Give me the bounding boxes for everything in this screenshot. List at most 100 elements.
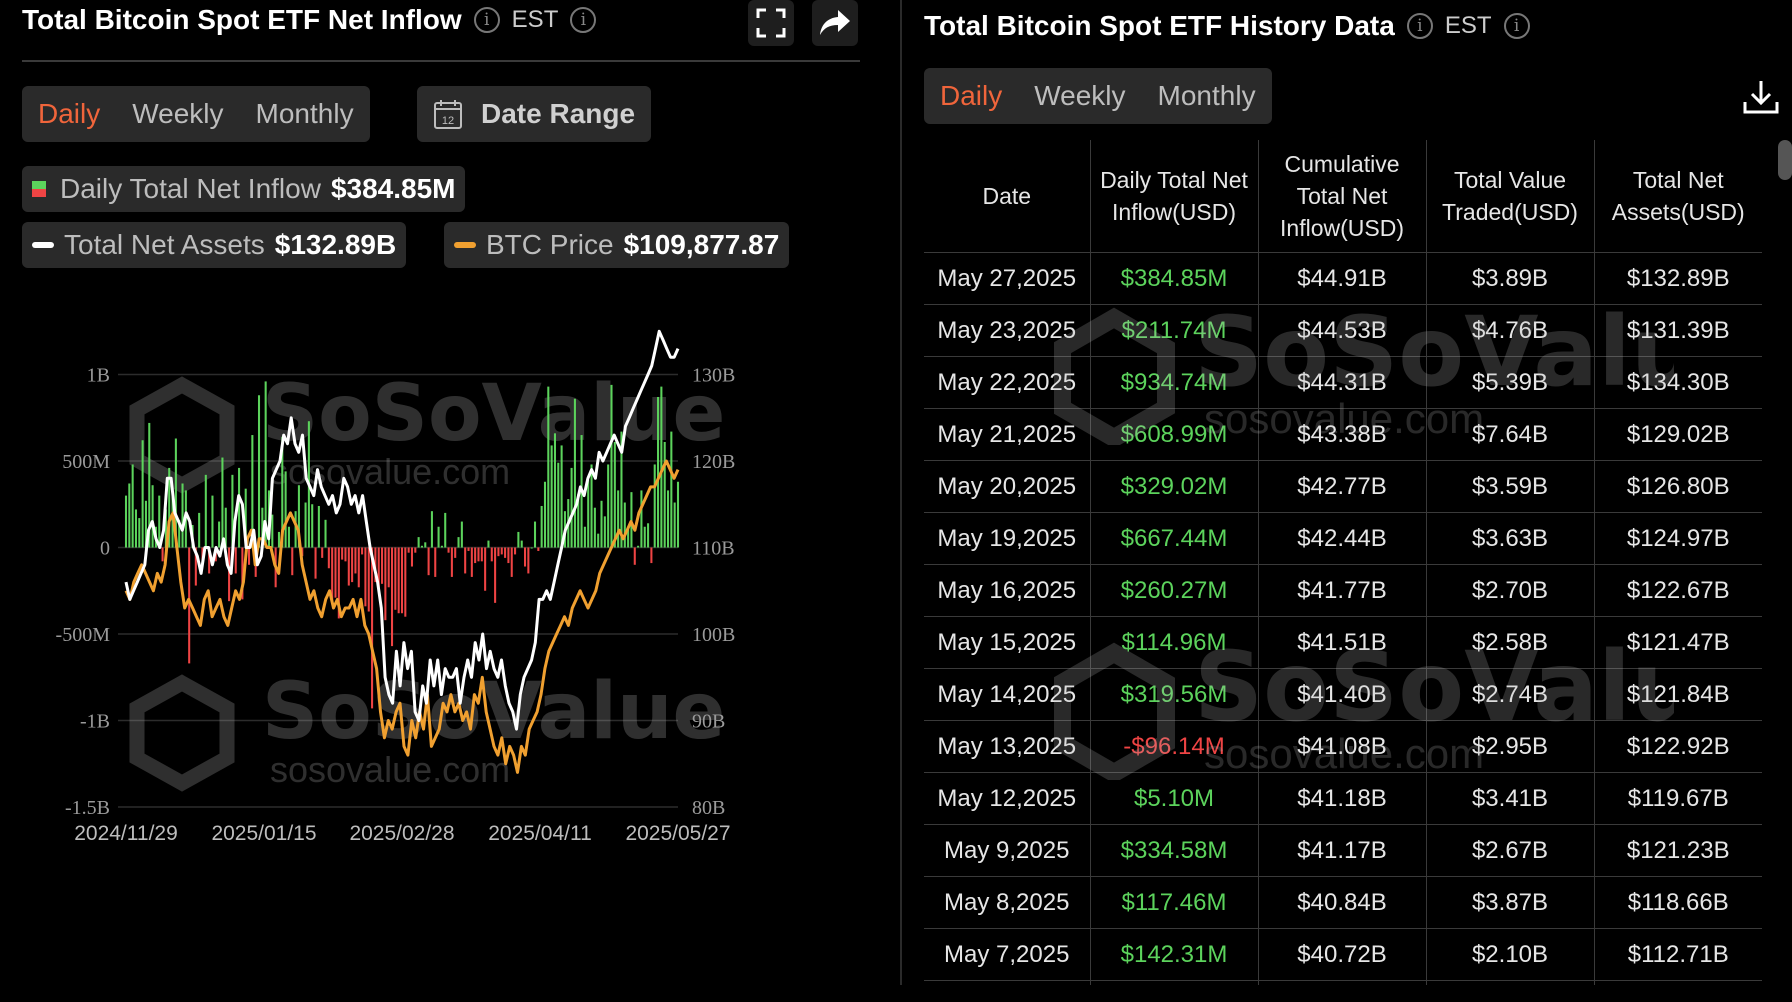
inflow-bar (447, 547, 450, 553)
net-assets-legend[interactable]: Total Net Assets $132.89B (22, 222, 407, 268)
info-icon[interactable]: i (570, 7, 597, 33)
cumulative-inflow-cell: $41.08B (1258, 720, 1427, 773)
panel-title: Total Bitcoin Spot ETF Net Inflow (22, 4, 462, 35)
watermark-brand: SoSoValue (262, 369, 725, 459)
date-cell: May 20,2025 (924, 460, 1091, 513)
info-icon[interactable]: i (1406, 13, 1433, 39)
date-range-button[interactable]: 12 Date Range (417, 86, 652, 142)
cumulative-inflow-cell: $41.51B (1258, 616, 1427, 669)
inflow-bar (397, 547, 400, 614)
inflow-bar (224, 507, 227, 548)
inflow-bar (524, 547, 527, 567)
daily-inflow-legend: Daily Total Net Inflow $384.85M (22, 166, 466, 212)
inflow-bar (158, 495, 161, 548)
inflow-bar (161, 547, 164, 562)
download-button[interactable] (1742, 78, 1780, 121)
daily-inflow-cell: $934.74M (1090, 356, 1259, 409)
inflow-bar (194, 547, 197, 586)
table-row[interactable]: May 27,2025 $384.85M $44.91B $3.89B $132.89B (924, 252, 1762, 305)
inflow-bar (141, 440, 144, 548)
cumulative-inflow-cell: $40.72B (1258, 928, 1427, 981)
btc-legend-swatch (454, 242, 476, 248)
table-row[interactable]: May 8,2025 $117.46M $40.84B $3.87B $118.66B (924, 876, 1762, 929)
y-right-tick-label: 110B (692, 538, 735, 560)
value-traded-cell: $2.10B (1426, 928, 1595, 981)
table-row[interactable]: May 12,2025 $5.10M $41.18B $3.41B $119.67B (924, 772, 1762, 825)
inflow-bar (324, 519, 327, 548)
net-assets-cell: $126.80B (1594, 460, 1762, 513)
column-header[interactable]: Total Value Traded(USD) (1426, 140, 1595, 253)
date-cell: May 12,2025 (924, 772, 1091, 825)
table-row[interactable]: May 6,2025-$85.64M$40.58B$1.46B$111.15B (924, 980, 1762, 985)
tab-weekly[interactable]: Weekly (1034, 80, 1126, 111)
date-cell: May 6,2025 (924, 980, 1091, 985)
history-period-tabs: Daily Weekly Monthly (924, 68, 1272, 124)
table-row[interactable]: May 14,2025 $319.56M $41.40B $2.74B $121.84B (924, 668, 1762, 721)
history-table-container[interactable]: Date Daily Total Net Inflow(USD) Cumulat… (924, 140, 1766, 985)
net-assets-cell: $134.30B (1594, 356, 1762, 409)
tab-monthly[interactable]: Monthly (1157, 80, 1256, 111)
inflow-legend-swatch (32, 181, 46, 197)
y-right-tick-label: 80B (692, 797, 725, 819)
date-cell: May 23,2025 (924, 304, 1091, 357)
daily-inflow-value: $384.85M (330, 173, 456, 204)
inflow-bar (314, 547, 317, 579)
table-row[interactable]: May 19,2025 $667.44M $42.44B $3.63B $124.97B (924, 512, 1762, 565)
inflow-bar (218, 521, 221, 548)
tab-daily[interactable]: Daily (940, 80, 1003, 111)
info-icon[interactable]: i (1503, 13, 1530, 39)
inflow-bar (573, 398, 576, 548)
assets-legend-swatch (32, 242, 54, 248)
tab-monthly[interactable]: Monthly (255, 98, 354, 129)
table-row[interactable]: May 22,2025 $934.74M $44.31B $5.39B $134.30B (924, 356, 1762, 409)
inflow-bar (653, 464, 656, 548)
net-assets-cell: $112.71B (1594, 928, 1762, 981)
chart-lines (124, 329, 680, 774)
table-scrollbar[interactable] (1778, 140, 1792, 180)
inflow-bar (178, 519, 181, 548)
cumulative-inflow-cell: $42.44B (1258, 512, 1427, 565)
value-traded-cell: $2.95B (1426, 720, 1595, 773)
tab-weekly[interactable]: Weekly (132, 98, 224, 129)
share-button[interactable] (812, 0, 858, 46)
daily-inflow-cell: $260.27M (1090, 564, 1259, 617)
table-row[interactable]: May 13,2025 -$96.14M $41.08B $2.95B $122.92B (924, 720, 1762, 773)
date-cell: May 8,2025 (924, 876, 1091, 929)
btc-price-legend[interactable]: BTC Price $109,877.87 (444, 222, 790, 268)
inflow-bar (168, 467, 171, 548)
inflow-bar (261, 507, 264, 548)
inflow-bar (284, 471, 287, 548)
inflow-bar (404, 547, 407, 617)
table-row[interactable]: May 16,2025 $260.27M $41.77B $2.70B $122.67B (924, 564, 1762, 617)
table-row[interactable]: May 9,2025 $334.58M $41.17B $2.67B $121.23B (924, 824, 1762, 877)
inflow-bar (620, 431, 623, 548)
tab-daily[interactable]: Daily (38, 98, 101, 129)
column-header[interactable]: Total Net Assets(USD) (1594, 140, 1762, 253)
inflow-bar (407, 547, 410, 553)
daily-inflow-cell: $114.96M (1090, 616, 1259, 669)
inflow-bar (613, 441, 616, 548)
column-header[interactable]: Daily Total Net Inflow(USD) (1090, 140, 1259, 253)
column-header[interactable]: Cumulative Total Net Inflow(USD) (1258, 140, 1427, 253)
info-icon[interactable]: i (473, 7, 500, 33)
inflow-bar (334, 547, 337, 598)
table-row[interactable]: May 7,2025 $142.31M $40.72B $2.10B $112.71B (924, 928, 1762, 981)
fullscreen-button[interactable] (748, 0, 794, 46)
timezone-label: EST (511, 6, 559, 33)
y-right-tick-label: 90B (692, 711, 725, 733)
table-row[interactable]: May 20,2025 $329.02M $42.77B $3.59B $126.80B (924, 460, 1762, 513)
table-row[interactable]: May 23,2025 $211.74M $44.53B $4.76B $131.39B (924, 304, 1762, 357)
inflow-bar (354, 547, 357, 574)
daily-inflow-cell: $608.99M (1090, 408, 1259, 461)
table-row[interactable]: May 15,2025 $114.96M $41.51B $2.58B $121.47B (924, 616, 1762, 669)
date-cell: May 21,2025 (924, 408, 1091, 461)
btc-price-value: $109,877.87 (623, 229, 780, 260)
inflow-bar (241, 547, 244, 600)
table-row[interactable]: May 21,2025 $608.99M $43.38B $7.64B $129.02B (924, 408, 1762, 461)
column-header[interactable]: Date (924, 140, 1091, 253)
inflow-bar (430, 511, 433, 548)
history-title: Total Bitcoin Spot ETF History Data (924, 10, 1395, 41)
inflow-bar (317, 505, 320, 548)
watermark-url: sosovalue.com (270, 749, 510, 790)
inflow-bar (657, 396, 660, 548)
